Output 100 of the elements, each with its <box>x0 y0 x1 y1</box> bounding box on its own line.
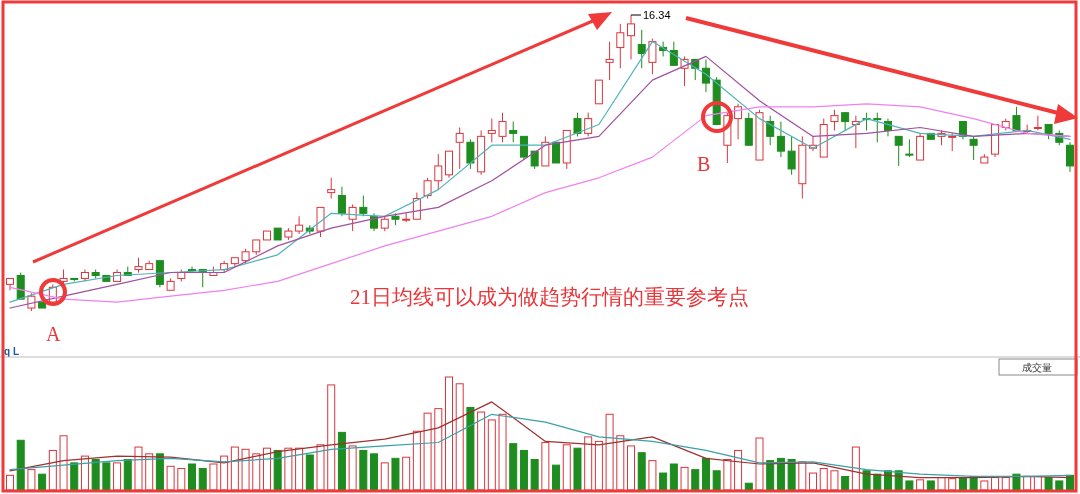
bar <box>359 449 368 491</box>
bar <box>712 470 721 491</box>
bar <box>370 453 379 491</box>
bar <box>723 458 732 491</box>
bar <box>80 455 89 491</box>
bar <box>648 460 657 491</box>
bar <box>1012 473 1021 491</box>
bar <box>616 435 625 491</box>
bar <box>905 480 914 491</box>
candlestick <box>327 177 336 200</box>
bar <box>155 453 164 491</box>
bar <box>691 469 700 491</box>
bar <box>102 462 111 491</box>
bar <box>27 469 36 491</box>
bar <box>316 444 325 491</box>
bar <box>434 408 443 491</box>
bar <box>755 437 764 491</box>
bar <box>134 446 143 491</box>
bar <box>809 472 818 491</box>
candlestick <box>776 121 785 158</box>
bar <box>305 454 314 491</box>
text: q L <box>4 346 19 357</box>
candlestick <box>573 112 582 137</box>
candlestick <box>894 135 903 167</box>
bar <box>262 447 271 491</box>
bar <box>402 456 411 491</box>
candlestick <box>1066 141 1074 173</box>
bar <box>637 452 646 491</box>
bar <box>477 411 486 491</box>
bar <box>541 442 550 491</box>
bar <box>337 431 346 491</box>
bar <box>1044 477 1053 491</box>
candlestick <box>455 126 464 170</box>
candlestick <box>295 215 304 235</box>
bar <box>198 468 207 491</box>
candlestick <box>916 132 925 161</box>
bar <box>91 458 100 491</box>
bar <box>59 435 68 491</box>
bar <box>145 453 154 491</box>
candlestick <box>1033 115 1042 131</box>
bar <box>530 458 539 491</box>
bar <box>669 463 678 491</box>
bar <box>498 413 507 491</box>
bar <box>627 445 636 491</box>
annotation: 16.34 <box>643 9 671 21</box>
bar <box>38 473 47 491</box>
bar <box>252 453 261 491</box>
bar <box>519 449 528 491</box>
candlestick <box>627 14 636 60</box>
bar <box>819 468 828 491</box>
bar <box>937 477 946 491</box>
candlestick <box>541 135 550 167</box>
bar <box>701 457 710 491</box>
candlestick <box>584 112 593 137</box>
bar <box>348 445 357 491</box>
bar <box>220 455 229 491</box>
bar <box>241 448 250 491</box>
text: A <box>46 323 61 345</box>
bar <box>787 458 796 491</box>
bar <box>862 470 871 491</box>
bar <box>16 439 25 491</box>
bar <box>659 472 668 491</box>
bar <box>295 447 304 491</box>
bar <box>6 474 14 491</box>
candlestick <box>444 150 453 179</box>
candlestick <box>605 41 614 81</box>
bar <box>594 440 603 491</box>
bar <box>830 470 839 491</box>
bar <box>552 464 561 491</box>
candlestick <box>637 29 646 69</box>
bar <box>958 477 967 491</box>
candlestick <box>434 153 443 191</box>
candlestick <box>594 79 603 105</box>
bar <box>1055 480 1064 491</box>
candlestick <box>509 121 518 143</box>
bar <box>1033 475 1042 491</box>
annotation: B <box>697 153 711 175</box>
candlestick <box>337 186 346 217</box>
bar <box>605 413 614 491</box>
candlestick <box>348 203 357 232</box>
bar <box>188 463 197 491</box>
bar <box>851 446 860 491</box>
bar <box>926 480 935 491</box>
bar <box>230 446 239 491</box>
bar <box>113 462 122 491</box>
bar <box>584 436 593 491</box>
bar <box>916 479 925 491</box>
bar <box>766 460 775 491</box>
candlestick <box>766 115 775 146</box>
bar <box>123 458 132 491</box>
bar <box>948 478 957 491</box>
bar <box>734 449 743 491</box>
candlestick <box>616 23 625 69</box>
bar <box>412 430 421 491</box>
candlestick <box>873 112 882 143</box>
candlestick <box>969 135 978 161</box>
bar <box>841 475 850 491</box>
text: 成交量 <box>1022 362 1052 373</box>
bar <box>284 447 293 491</box>
candlestick <box>316 206 325 238</box>
